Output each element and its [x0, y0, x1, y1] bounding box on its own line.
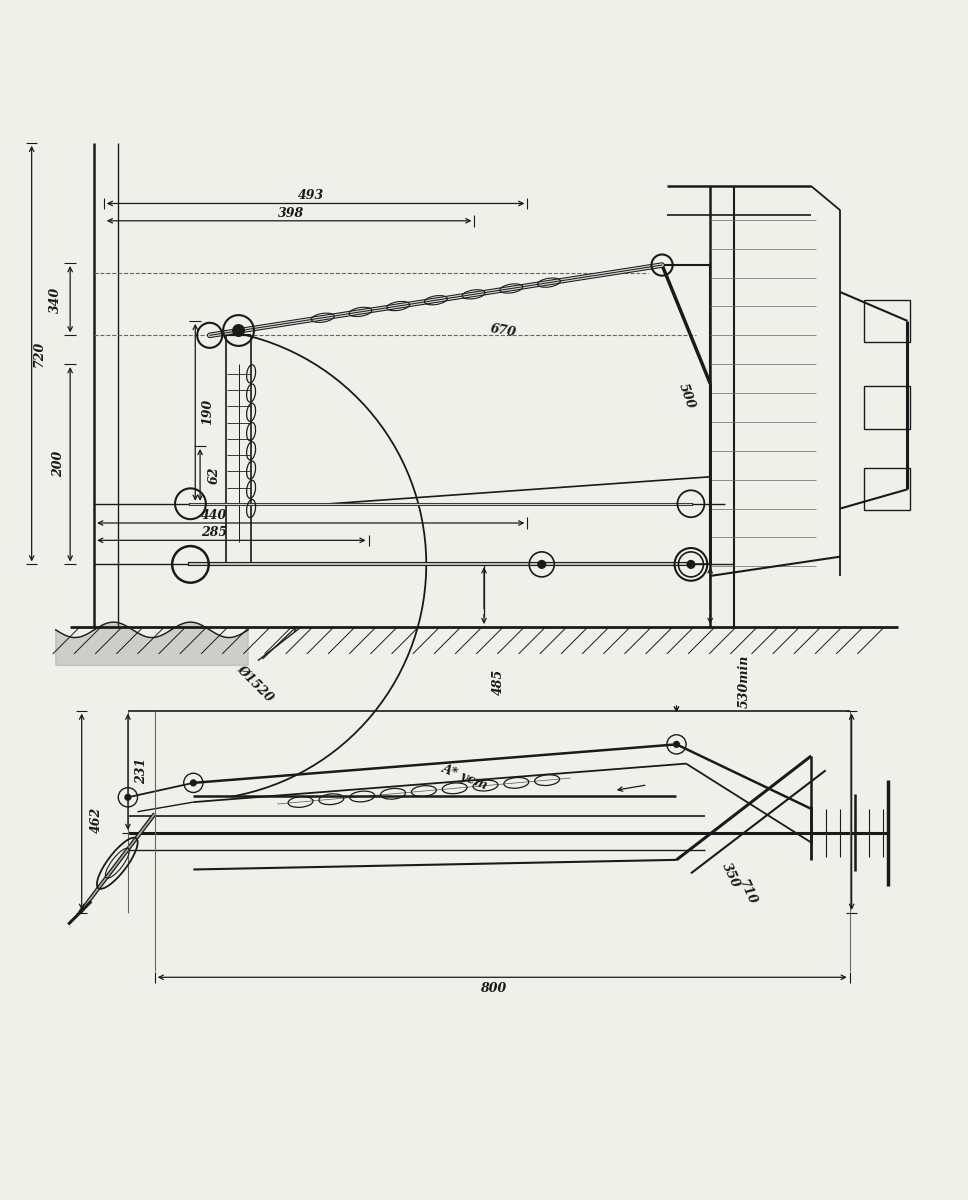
Circle shape: [232, 325, 244, 336]
Text: 720: 720: [33, 341, 45, 367]
Text: 670: 670: [489, 322, 517, 340]
Bar: [864, 386, 910, 428]
Text: 62: 62: [208, 466, 221, 484]
Circle shape: [687, 560, 695, 569]
Text: 800: 800: [480, 983, 507, 995]
Text: 350: 350: [719, 860, 741, 890]
Bar: [864, 300, 910, 342]
Text: 398: 398: [279, 206, 305, 220]
Polygon shape: [56, 622, 248, 666]
Text: 285: 285: [201, 526, 227, 539]
Text: 530min: 530min: [738, 655, 750, 708]
Circle shape: [538, 560, 546, 569]
Text: 190: 190: [201, 400, 214, 426]
Text: 493: 493: [297, 190, 324, 203]
Text: 440: 440: [201, 509, 227, 522]
Text: Ø1520: Ø1520: [234, 662, 276, 704]
Text: 340: 340: [49, 287, 62, 313]
Text: 462: 462: [90, 806, 103, 833]
Circle shape: [674, 742, 680, 748]
Circle shape: [125, 794, 131, 800]
Text: 200: 200: [52, 451, 65, 478]
Text: 710: 710: [737, 878, 759, 907]
Circle shape: [191, 780, 197, 786]
Text: 231: 231: [135, 758, 148, 785]
Text: A* ycm: A* ycm: [439, 762, 490, 792]
Text: 500: 500: [676, 382, 697, 410]
Text: 485: 485: [492, 668, 505, 695]
Bar: [864, 468, 910, 510]
